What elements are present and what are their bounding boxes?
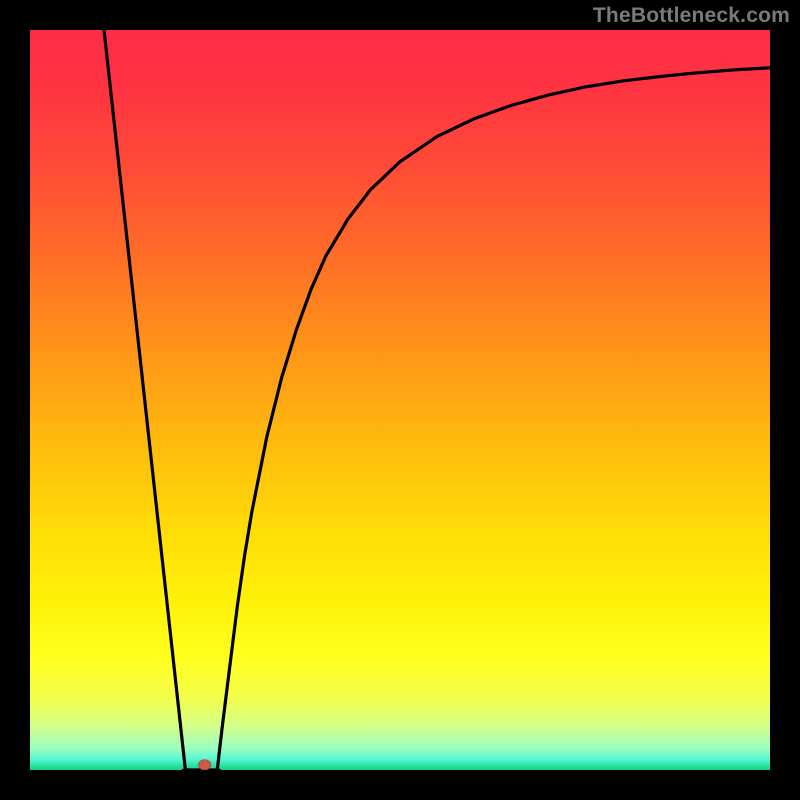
gradient-chart <box>30 30 770 770</box>
optimal-point-marker <box>198 760 210 770</box>
chart-frame: TheBottleneck.com <box>0 0 800 800</box>
plot-area <box>30 30 770 770</box>
attribution-text: TheBottleneck.com <box>593 4 790 28</box>
gradient-background <box>30 30 770 770</box>
